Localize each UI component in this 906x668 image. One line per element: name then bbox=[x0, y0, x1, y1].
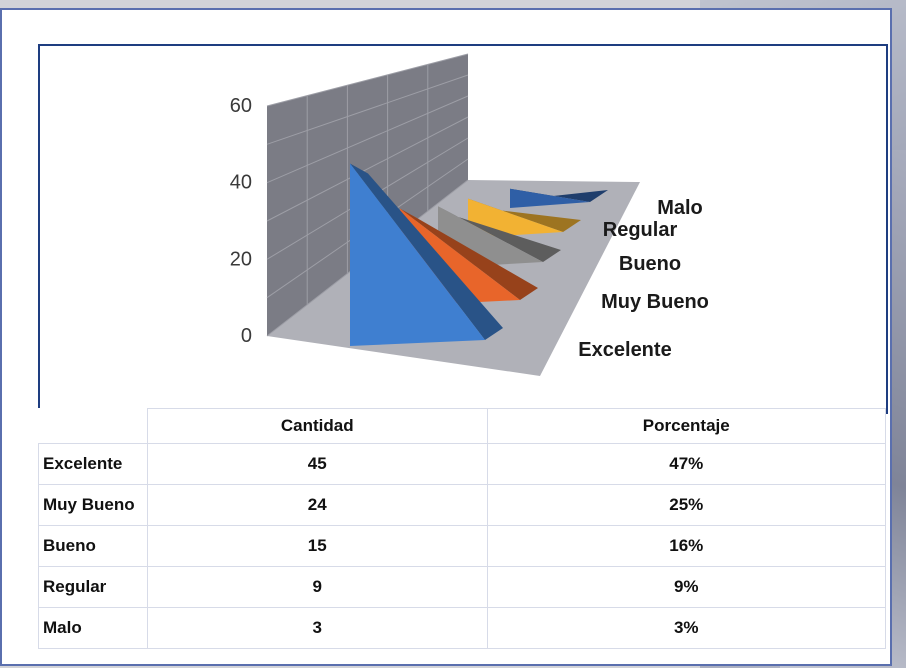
y-tick-label: 60 bbox=[230, 95, 252, 117]
cell-cantidad: 3 bbox=[147, 607, 488, 649]
grid-line bbox=[266, 95, 469, 184]
cell-cantidad: 9 bbox=[147, 566, 488, 608]
y-tick-label: 20 bbox=[230, 248, 252, 270]
grid-line bbox=[266, 53, 469, 107]
table-row: Regular 9 9% bbox=[38, 566, 886, 608]
pyramid-2-top bbox=[438, 206, 561, 262]
cell-porcentaje: 16% bbox=[486, 525, 886, 567]
category-label: Regular bbox=[603, 219, 678, 241]
pyramid-3-top bbox=[468, 198, 581, 232]
header-cantidad: Cantidad bbox=[147, 408, 488, 444]
chart-frame: 0 20 40 60 Excelente Muy Bueno Bueno Regular Mal… bbox=[38, 44, 888, 414]
pyramid-1-top bbox=[400, 208, 538, 300]
pyramid-chart: 0 20 40 60 Excelente Muy Bueno Bueno RegularMal… bbox=[230, 53, 709, 376]
cell-porcentaje: 47% bbox=[486, 443, 886, 485]
slide: 0 20 40 60 Excelente Muy Bueno Bueno Regular Mal… bbox=[0, 8, 892, 666]
category-label: Excelente bbox=[578, 339, 671, 361]
cell-cantidad: 45 bbox=[147, 443, 488, 485]
header-porcentaje: Porcentaje bbox=[486, 408, 886, 444]
pyramid-0-top bbox=[350, 163, 503, 340]
category-label: Bueno bbox=[619, 253, 681, 275]
row-label: Regular bbox=[38, 566, 148, 608]
category-label: Muy Bueno bbox=[601, 291, 709, 313]
grid-line bbox=[266, 116, 469, 222]
y-tick-label: 0 bbox=[241, 325, 252, 347]
cell-porcentaje: 25% bbox=[486, 484, 886, 526]
row-label: Excelente bbox=[38, 443, 148, 485]
cell-cantidad: 24 bbox=[147, 484, 488, 526]
data-table: Cantidad Porcentaje Excelente 45 47% Muy… bbox=[38, 408, 886, 649]
table-row: Malo 3 3% bbox=[38, 607, 886, 649]
y-tick-label: 40 bbox=[230, 172, 252, 194]
grid-line bbox=[266, 74, 469, 145]
cell-cantidad: 15 bbox=[147, 525, 488, 567]
row-label: Muy Bueno bbox=[38, 484, 148, 526]
pyramid-4 bbox=[510, 188, 590, 208]
table-row: Bueno 15 16% bbox=[38, 525, 886, 567]
row-label: Bueno bbox=[38, 525, 148, 567]
cell-porcentaje: 9% bbox=[486, 566, 886, 608]
cell-porcentaje: 3% bbox=[486, 607, 886, 649]
table-corner bbox=[38, 408, 148, 444]
table-row: Muy Bueno 24 25% bbox=[38, 484, 886, 526]
table-header-row: Cantidad Porcentaje bbox=[38, 408, 886, 444]
table-row: Excelente 45 47% bbox=[38, 443, 886, 485]
row-label: Malo bbox=[38, 607, 148, 649]
pyramid-0 bbox=[350, 163, 485, 346]
pyramid-4-top bbox=[510, 188, 608, 202]
category-label: Malo bbox=[657, 197, 703, 219]
